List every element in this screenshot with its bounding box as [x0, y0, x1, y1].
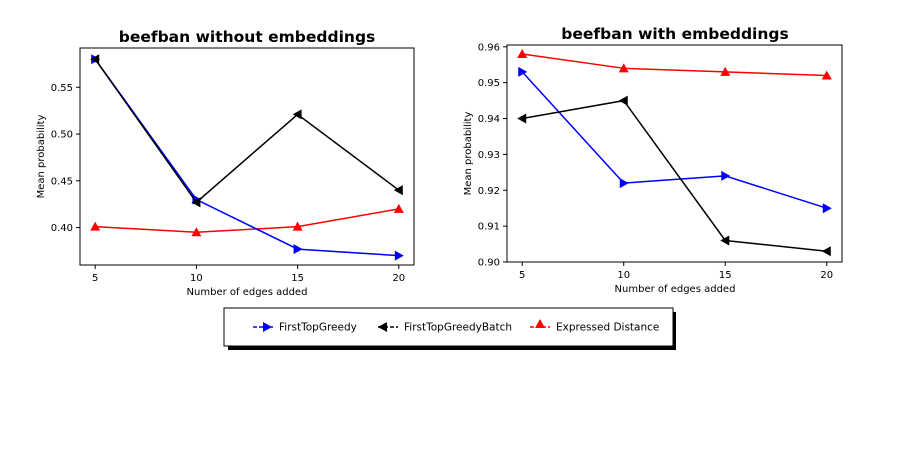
data-point — [720, 66, 731, 76]
y-tick-label: 0.90 — [478, 258, 500, 269]
y-tick-label: 0.96 — [478, 42, 500, 53]
x-tick-label: 10 — [617, 270, 630, 281]
plot-frame — [506, 44, 843, 263]
data-point — [618, 63, 629, 73]
chart-title: beefban with embeddings — [561, 25, 788, 43]
y-axis-label: Mean probability — [463, 112, 474, 196]
y-tick-label: 0.94 — [478, 114, 500, 125]
y-tick-label: 0.95 — [478, 78, 500, 89]
data-point — [822, 203, 832, 214]
series-line — [522, 99, 827, 252]
data-point — [393, 185, 403, 196]
y-tick-label: 0.45 — [51, 176, 73, 187]
y-ticks: 0.40 0.45 0.50 0.55 — [51, 83, 80, 234]
series-line — [522, 53, 827, 77]
series-line — [95, 208, 399, 234]
data-point — [394, 250, 404, 261]
y-ticks: 0.90 0.91 0.92 0.93 0.94 0.95 0.96 — [478, 42, 507, 269]
data-point — [720, 235, 730, 246]
data-point — [517, 113, 527, 124]
legend-label: FirstTopGreedyBatch — [404, 322, 512, 334]
legend-entries: FirstTopGreedy FirstTopGreedyBatch Express… — [253, 319, 659, 334]
chart-title: beefban without embeddings — [119, 28, 376, 46]
data-point — [90, 54, 100, 65]
legend: FirstTopGreedy FirstTopGreedyBatch Express… — [223, 307, 676, 350]
data-point — [821, 70, 832, 80]
data-point — [90, 221, 101, 231]
y-tick-label: 0.93 — [478, 150, 500, 161]
data-point — [292, 109, 302, 120]
x-tick-label: 15 — [291, 273, 304, 284]
data-point — [393, 203, 404, 213]
series-layer — [90, 54, 404, 261]
series-line — [94, 58, 400, 204]
y-tick-label: 0.40 — [51, 223, 73, 234]
data-point — [618, 95, 628, 106]
data-point — [619, 178, 629, 189]
data-point — [721, 170, 731, 181]
data-point — [293, 244, 303, 255]
series-layer — [517, 48, 832, 257]
series-line — [94, 58, 399, 257]
x-tick-label: 20 — [820, 270, 833, 281]
x-tick-label: 10 — [190, 273, 203, 284]
x-ticks: 5 10 15 20 — [92, 265, 405, 284]
x-tick-label: 5 — [519, 270, 525, 281]
legend-label: FirstTopGreedy — [279, 322, 357, 334]
data-point — [517, 48, 528, 58]
legend-label: Expressed Distance — [556, 322, 659, 334]
y-axis-label: Mean probability — [36, 115, 47, 199]
y-tick-label: 0.55 — [51, 83, 73, 94]
legend-marker — [378, 322, 387, 332]
chart-without-embeddings: beefban without embeddings 0.400.450.500… — [36, 28, 415, 298]
data-point — [518, 66, 528, 77]
x-axis-label: Number of edges added — [615, 284, 736, 295]
x-tick-label: 15 — [719, 270, 732, 281]
x-tick-label: 5 — [92, 273, 98, 284]
x-tick-label: 20 — [392, 273, 405, 284]
series-line — [521, 71, 827, 209]
x-axis-label: Number of edges added — [187, 287, 308, 298]
data-point — [821, 246, 831, 257]
y-tick-label: 0.91 — [478, 222, 500, 233]
data-point — [191, 197, 201, 208]
plot-frame — [79, 47, 415, 266]
y-tick-label: 0.92 — [478, 186, 500, 197]
legend-box — [223, 307, 674, 347]
legend-marker — [535, 319, 545, 328]
legend-marker — [263, 322, 272, 332]
data-point — [191, 227, 202, 237]
chart-with-embeddings: beefban with embeddings 0.90 0.91 0.92 0.93… — [463, 25, 843, 295]
x-ticks: 5 10 15 20 — [519, 262, 833, 281]
data-point — [292, 221, 303, 231]
y-tick-label: 0.50 — [51, 130, 73, 141]
